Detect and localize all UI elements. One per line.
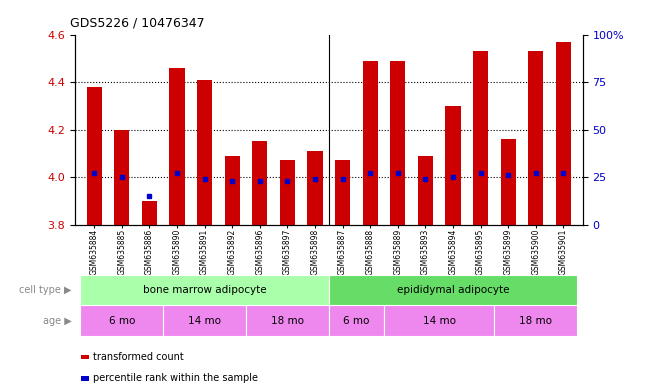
- Bar: [163, 305, 246, 336]
- Bar: [473, 51, 488, 225]
- Bar: [390, 61, 406, 225]
- Bar: [501, 139, 516, 225]
- Bar: [114, 130, 130, 225]
- Bar: [307, 151, 322, 225]
- Text: 6 mo: 6 mo: [343, 316, 370, 326]
- Text: bone marrow adipocyte: bone marrow adipocyte: [143, 285, 266, 295]
- Text: cell type ▶: cell type ▶: [19, 285, 72, 295]
- Text: 18 mo: 18 mo: [271, 316, 304, 326]
- Bar: [280, 161, 295, 225]
- Bar: [445, 106, 460, 225]
- Bar: [418, 156, 433, 225]
- Bar: [329, 305, 384, 336]
- Bar: [556, 42, 571, 225]
- Text: percentile rank within the sample: percentile rank within the sample: [93, 373, 258, 383]
- Text: epididymal adipocyte: epididymal adipocyte: [396, 285, 509, 295]
- Bar: [252, 141, 268, 225]
- Text: 14 mo: 14 mo: [422, 316, 456, 326]
- Bar: [197, 80, 212, 225]
- Bar: [494, 305, 577, 336]
- Bar: [384, 305, 494, 336]
- Bar: [142, 201, 157, 225]
- Text: 18 mo: 18 mo: [519, 316, 552, 326]
- Bar: [335, 161, 350, 225]
- Text: transformed count: transformed count: [93, 352, 184, 362]
- Text: age ▶: age ▶: [43, 316, 72, 326]
- Bar: [87, 87, 102, 225]
- Bar: [363, 61, 378, 225]
- Bar: [246, 305, 329, 336]
- Text: 6 mo: 6 mo: [109, 316, 135, 326]
- Bar: [80, 305, 163, 336]
- Text: GDS5226 / 10476347: GDS5226 / 10476347: [70, 17, 204, 30]
- Bar: [80, 275, 329, 305]
- Bar: [329, 275, 577, 305]
- Text: 14 mo: 14 mo: [188, 316, 221, 326]
- Bar: [225, 156, 240, 225]
- Bar: [169, 68, 185, 225]
- Bar: [528, 51, 544, 225]
